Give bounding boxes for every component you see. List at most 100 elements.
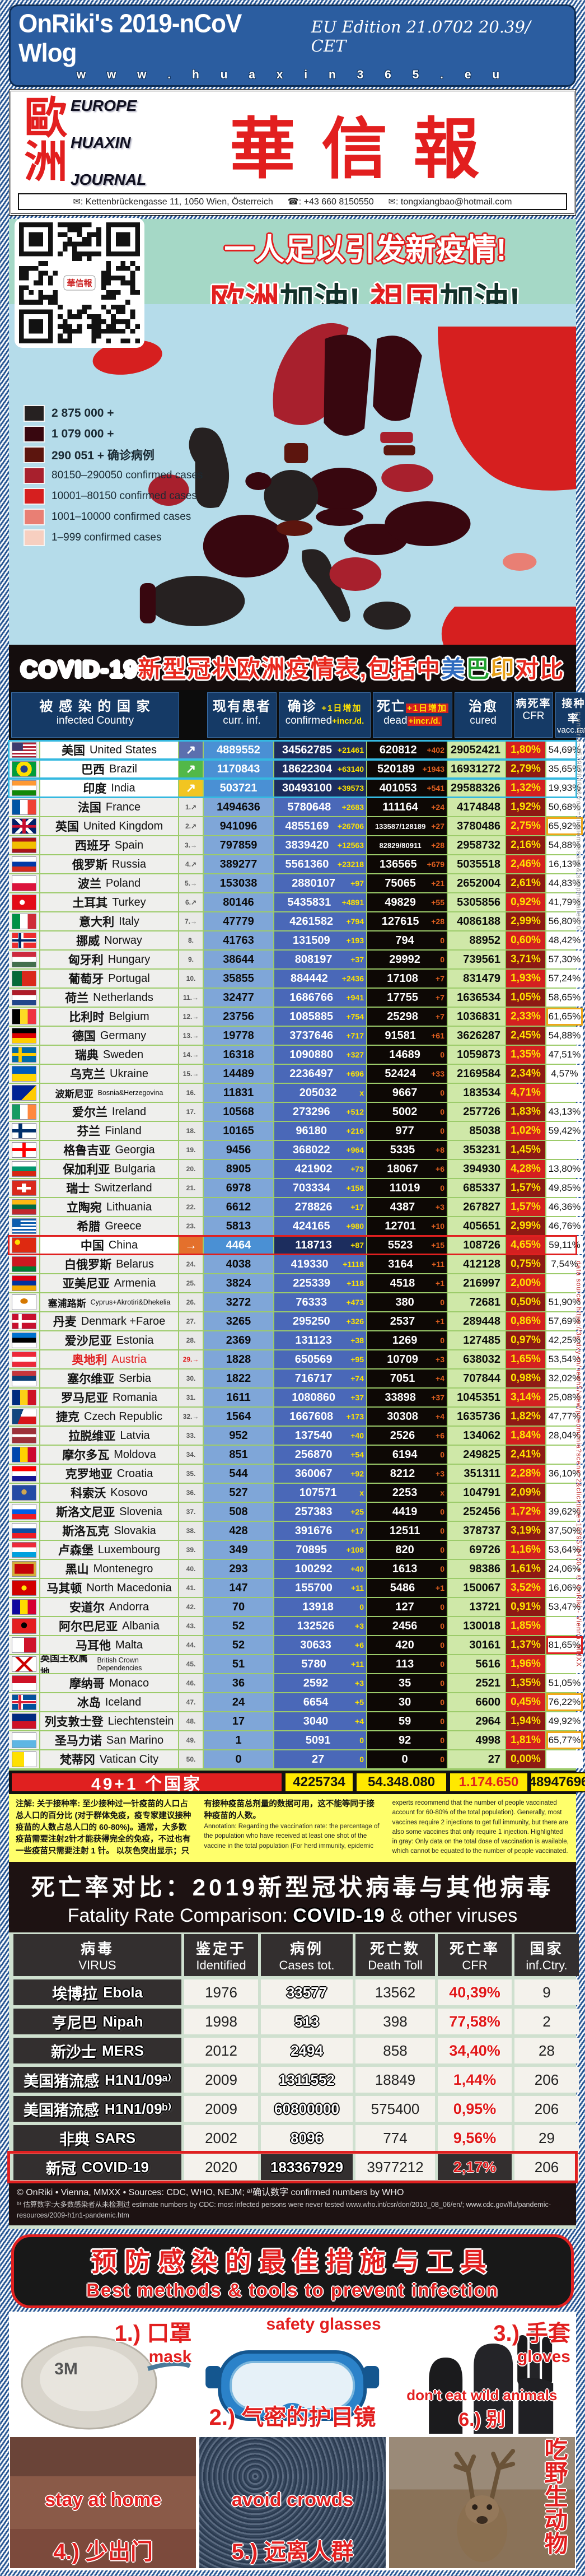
country-name: 葡萄牙 Portugal — [40, 970, 178, 987]
confirmed-count: 1686766 +941 — [274, 989, 366, 1007]
col-current: 现有患者 curr. inf. — [207, 692, 277, 738]
virus-infected-countries: 9 — [514, 1979, 579, 2006]
current-infected: 70 — [204, 1598, 273, 1616]
cfr-value: 2,61% — [506, 874, 545, 892]
cured-count: 394930 — [448, 1160, 505, 1178]
cfr-value: 2,75% — [506, 817, 545, 835]
current-infected: 941096 — [204, 817, 273, 835]
country-name: 波斯尼亚 Bosnia&Herzegovina — [40, 1084, 178, 1102]
vaccination-rate: 53,64% — [546, 1541, 583, 1559]
table-row: 安道尔 Andorra 42. 70 13918 0 127 0 13721 0,91… — [9, 1598, 583, 1616]
rank-trend: 39. — [179, 1541, 203, 1559]
current-infected: 3272 — [204, 1293, 273, 1311]
country-flag — [9, 1122, 39, 1140]
cured-count: 3780486 — [448, 817, 505, 835]
vaccination-rate: 51,05% — [546, 1674, 583, 1692]
cured-count: 638032 — [448, 1350, 505, 1368]
current-infected: 41763 — [204, 931, 273, 949]
confirmed-count: 703334 +158 — [274, 1179, 366, 1197]
country-name: 白俄罗斯 Belarus — [40, 1255, 178, 1273]
fatality-note[interactable]: ᵇ⁾ 估算数字:大多数感染者从未检测过 estimate numbers by … — [17, 2201, 551, 2219]
country-name: 马其顿 North Macedonia — [40, 1579, 178, 1597]
table-row: 斯洛瓦克 Slovakia 38. 428 391676 +17 12511 0 37… — [9, 1522, 583, 1540]
phone[interactable]: ☎: +43 660 8150550 — [287, 197, 374, 207]
virus-death-toll: 575400 — [355, 2096, 435, 2122]
current-infected: 1611 — [204, 1389, 273, 1406]
rank-trend: 40. — [179, 1560, 203, 1578]
country-flag — [9, 1027, 39, 1045]
rank-trend: 14.→ — [179, 1046, 203, 1064]
cfr-value: 2,33% — [506, 1008, 545, 1026]
slogan-line1: 一人足以引发新疫情! — [224, 233, 507, 267]
legend-item: 10001–80150 confirmed cases — [24, 488, 203, 505]
virus-row: 美国猪流感 H1N1/09ᵃ⁾ 2009 1311552 18849 1,44% … — [9, 2065, 579, 2094]
virus-cases-total: 513 — [261, 2009, 353, 2035]
vaccination-rate: 53,54% — [546, 1350, 583, 1368]
virus-row: 美国猪流感 H1N1/09ᵇ⁾ 2009 60800000 575400 0,95… — [9, 2094, 579, 2123]
vaccination-rate: 57,24% — [546, 970, 583, 987]
current-infected: 52 — [204, 1617, 273, 1635]
qr-pattern — [19, 222, 140, 343]
masthead-cn-europe: 歐洲 — [17, 95, 68, 182]
country-flag — [9, 1312, 39, 1330]
vaccination-rate: 49,92% — [546, 1712, 583, 1730]
cured-count: 6600 — [448, 1693, 505, 1711]
country-name: 冰岛 Iceland — [40, 1693, 178, 1711]
country-flag — [9, 1408, 39, 1426]
cfr-value: 3,52% — [506, 1579, 545, 1597]
legend-swatch — [24, 426, 45, 442]
website-link[interactable]: w w w . h u a x i n 3 6 5 . e u — [76, 68, 509, 81]
rank-trend: 20. — [179, 1160, 203, 1178]
confirmed-count: 34562785 +21461 — [274, 741, 366, 759]
confirmed-count: 6654 +5 — [274, 1693, 366, 1711]
current-infected: 797859 — [204, 836, 273, 854]
email[interactable]: ✉: tongxiangbao@hotmail.com — [388, 197, 512, 207]
cured-count: 2958732 — [448, 836, 505, 854]
virus-cfr: 0,95% — [438, 2096, 512, 2122]
fcol-virus: 病毒 VIRUS — [13, 1934, 181, 1977]
vaccination-rate: 81,65% — [546, 1636, 583, 1654]
confirmed-count: 4261582 +794 — [274, 912, 366, 930]
country-flag — [9, 1465, 39, 1483]
rank-trend: 49. — [179, 1731, 203, 1749]
country-flag — [9, 1046, 39, 1064]
death-count: 2456 0 — [367, 1617, 447, 1635]
virus-name: 新沙士 MERS — [13, 2038, 181, 2064]
prevention-tiles-row1: 3M 1.) 口罩 mask safety glasses 2.) 气密的护目镜 — [9, 2311, 576, 2436]
country-name: 亚美尼亚 Armenia — [40, 1274, 178, 1292]
watermark-url: p;enterid=1579578460&from=singlemessage&… — [575, 712, 583, 930]
country-name: 梵蒂冈 Vatican City — [40, 1750, 178, 1768]
vaccination-rate: 7,54% — [546, 1255, 583, 1273]
current-infected: 32477 — [204, 989, 273, 1007]
cured-count: 1036831 — [448, 1008, 505, 1026]
cfr-value: 1,32% — [506, 779, 545, 797]
country-flag — [9, 1084, 39, 1102]
country-name: 摩纳哥 Monaco — [40, 1674, 178, 1692]
cured-count: 685337 — [448, 1179, 505, 1197]
virus-cases-total: 33577 — [261, 1979, 353, 2006]
country-name: 挪威 Norway — [40, 931, 178, 949]
legend-label: 1–999 confirmed cases — [52, 532, 162, 543]
stay-home-tile: stay at home 4.) 少出门 — [10, 2437, 196, 2568]
vaccination-rate — [546, 1141, 583, 1159]
cured-count: 72681 — [448, 1293, 505, 1311]
vaccination-rate: 4,57% — [546, 1065, 583, 1083]
table-header: 被 感 染 的 国 家 infected Country 现有患者 curr. … — [9, 690, 585, 740]
col-vacc: 接种率 vacc.rate — [555, 692, 585, 738]
confirmed-count: 131123 +38 — [274, 1331, 366, 1349]
legend-item: 1 079 000 + — [24, 426, 203, 442]
death-count: 3164 +11 — [367, 1255, 447, 1273]
current-infected: 6612 — [204, 1198, 273, 1216]
country-name: 荷兰 Netherlands — [40, 989, 178, 1007]
death-count: 8212 +3 — [367, 1465, 447, 1483]
rank-trend: 30. — [179, 1369, 203, 1387]
vaccination-rate: 76,22% — [546, 1693, 583, 1711]
country-flag — [9, 855, 39, 873]
current-infected: 5813 — [204, 1217, 273, 1235]
virus-identified-year: 2020 — [184, 2154, 258, 2181]
legend-label: 80150–290050 confirmed cases — [52, 469, 203, 481]
vaccination-rate: 24,06% — [546, 1560, 583, 1578]
table-title-part: 印 — [490, 656, 516, 682]
country-name: 斯洛文尼亚 Slovenia — [40, 1503, 178, 1521]
confirmed-count: 13918 0 — [274, 1598, 366, 1616]
